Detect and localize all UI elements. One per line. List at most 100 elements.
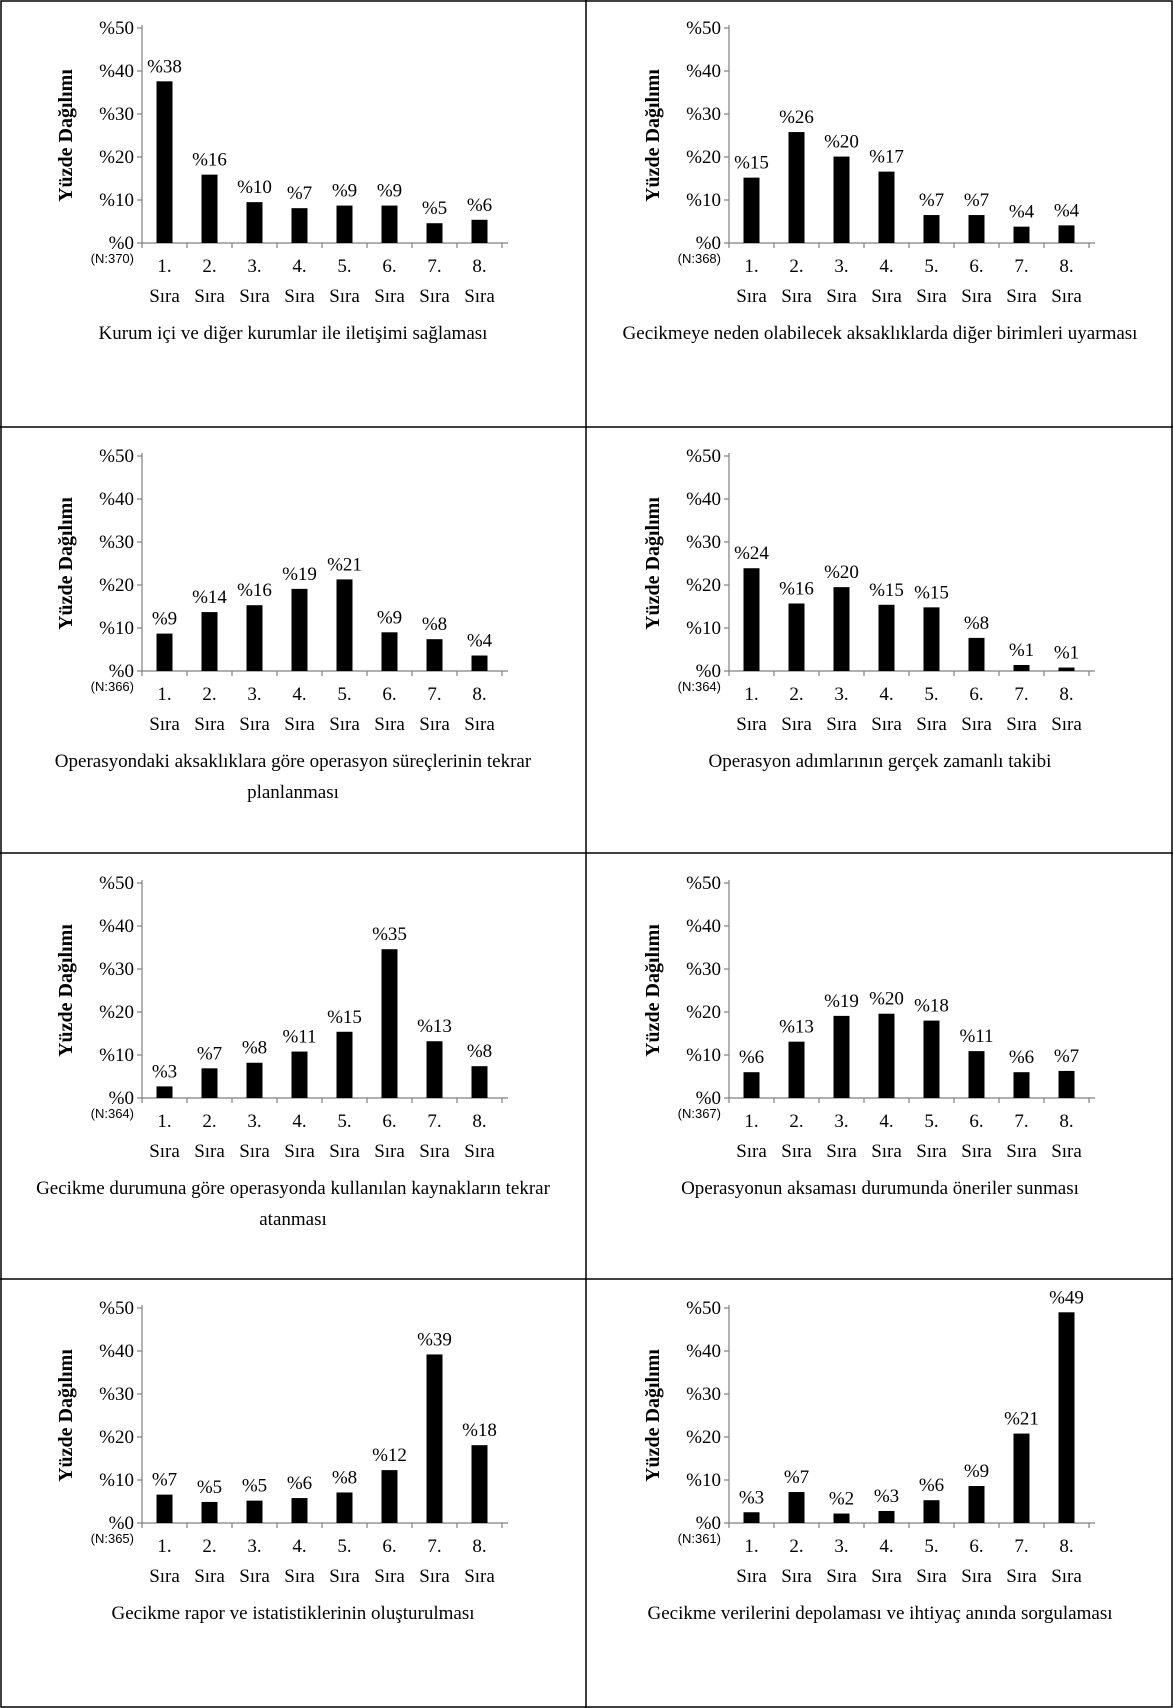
bar	[426, 639, 443, 671]
x-tick-label: 8.	[472, 256, 486, 277]
x-tick-label: Sıra	[781, 714, 812, 735]
y-tick-label: %50	[686, 873, 721, 894]
y-tick-label: %10	[99, 1470, 134, 1491]
x-tick-label: Sıra	[239, 286, 270, 307]
data-label: %8	[242, 1038, 267, 1059]
chart-panel-7: %0 %10 %20 %30 %40 %50 Yüzde Dağılımı (N:365) %7…	[0, 1280, 586, 1707]
x-tick-label: 3.	[247, 256, 261, 277]
y-tick-label: %20	[99, 147, 134, 168]
data-label: %7	[152, 1470, 177, 1491]
data-label: %2	[829, 1489, 854, 1510]
chart-2-svg: %0 %10 %20 %30 %40 %50 Yüzde Dağılımı (N:368) %1…	[642, 18, 1095, 307]
chart-panel-6: %0 %10 %20 %30 %40 %50 Yüzde Dağılımı (N:367) %6…	[587, 855, 1173, 1282]
data-label: %8	[467, 1041, 492, 1062]
bar	[156, 1086, 173, 1098]
x-tick-label: Sıra	[239, 714, 270, 735]
y-tick-label: %0	[109, 233, 134, 254]
data-label: %4	[467, 631, 493, 652]
y-axis-label: Yüzde Dağılımı	[642, 924, 664, 1057]
x-tick-label: Sıra	[149, 714, 180, 735]
sample-size-label: (N:364)	[91, 1106, 134, 1121]
bar	[743, 1072, 760, 1098]
bar	[336, 1031, 353, 1098]
x-tick-label: Sıra	[194, 1566, 225, 1587]
sample-size-label: (N:367)	[678, 1106, 721, 1121]
x-tick-label: 6.	[969, 684, 983, 705]
y-tick-label: %40	[686, 916, 721, 937]
data-label: %9	[377, 181, 402, 202]
y-tick-label: %20	[686, 575, 721, 596]
data-label: %4	[1054, 200, 1080, 221]
x-tick-label: Sıra	[329, 1566, 360, 1587]
x-tick-label: Sıra	[1051, 286, 1082, 307]
y-axis-label: Yüzde Dağılımı	[55, 69, 77, 202]
y-tick-label: %0	[109, 661, 134, 682]
data-label: %7	[197, 1043, 222, 1064]
y-tick-label: %50	[686, 18, 721, 39]
chart-6-caption: Operasyonun aksaması durumunda öneriler …	[681, 1178, 1079, 1199]
chart-7-caption: Gecikme rapor ve istatistiklerinin oluşt…	[111, 1603, 475, 1624]
bar	[923, 1020, 940, 1098]
x-tick-label: 3.	[834, 1536, 848, 1557]
x-tick-label: Sıra	[736, 286, 767, 307]
data-label: %12	[372, 1445, 407, 1466]
data-label: %24	[734, 543, 769, 564]
x-tick-label: Sıra	[871, 1566, 902, 1587]
x-tick-label: Sıra	[284, 714, 315, 735]
bar	[878, 1013, 895, 1098]
bar	[833, 1015, 850, 1098]
x-tick-label: Sıra	[149, 286, 180, 307]
data-label: %5	[197, 1477, 222, 1498]
bar	[1013, 226, 1030, 243]
chart-1-svg: %0 %10 %20 %30 %40 %50 Yüzde Dağılımı (N:370) %3…	[55, 18, 508, 307]
x-tick-label: Sıra	[916, 714, 947, 735]
x-tick-label: Sıra	[464, 1141, 495, 1162]
bar	[201, 1501, 218, 1523]
y-tick-label: %30	[99, 1384, 134, 1405]
y-axis-label: Yüzde Dağılımı	[642, 1349, 664, 1482]
y-tick-label: %50	[99, 1298, 134, 1319]
y-tick-label: %40	[99, 916, 134, 937]
x-tick-label: 3.	[247, 1536, 261, 1557]
x-tick-label: 4.	[292, 684, 306, 705]
x-tick-label: 7.	[427, 684, 441, 705]
bar	[878, 171, 895, 243]
x-tick-label: Sıra	[871, 286, 902, 307]
x-tick-label: Sıra	[284, 286, 315, 307]
data-label: %14	[192, 587, 227, 608]
y-tick-label: %0	[696, 1513, 721, 1534]
chart-panel-3: %0 %10 %20 %30 %40 %50 Yüzde Dağılımı (N:366) %9…	[0, 428, 586, 855]
x-tick-label: Sıra	[464, 1566, 495, 1587]
sample-size-label: (N:370)	[91, 251, 134, 266]
data-label: %15	[327, 1007, 362, 1028]
data-label: %3	[152, 1061, 177, 1082]
x-tick-label: 2.	[789, 256, 803, 277]
bar	[833, 587, 850, 671]
sample-size-label: (N:368)	[678, 251, 721, 266]
x-tick-label: 3.	[834, 256, 848, 277]
bar	[968, 1486, 985, 1523]
x-tick-label: 2.	[789, 1536, 803, 1557]
chart-3-svg: %0 %10 %20 %30 %40 %50 Yüzde Dağılımı (N:366) %9…	[55, 446, 508, 735]
x-tick-label: 2.	[202, 684, 216, 705]
x-tick-label: Sıra	[239, 1141, 270, 1162]
x-tick-label: 1.	[157, 256, 171, 277]
bar	[336, 579, 353, 671]
data-label: %7	[287, 183, 312, 204]
bar	[1013, 664, 1030, 671]
chart-5-svg: %0 %10 %20 %30 %40 %50 Yüzde Dağılımı (N:364) %3…	[55, 873, 508, 1162]
sample-size-label: (N:361)	[678, 1531, 721, 1546]
x-tick-label: Sıra	[826, 286, 857, 307]
bar	[968, 637, 985, 671]
bar	[471, 1445, 488, 1523]
y-axis-label: Yüzde Dağılımı	[55, 1349, 77, 1482]
data-label: %18	[462, 1420, 497, 1441]
x-tick-label: 1.	[744, 1536, 758, 1557]
x-tick-label: Sıra	[419, 1141, 450, 1162]
bar	[968, 215, 985, 243]
x-tick-label: Sıra	[194, 1141, 225, 1162]
y-tick-label: %40	[99, 61, 134, 82]
bar	[1058, 225, 1075, 243]
